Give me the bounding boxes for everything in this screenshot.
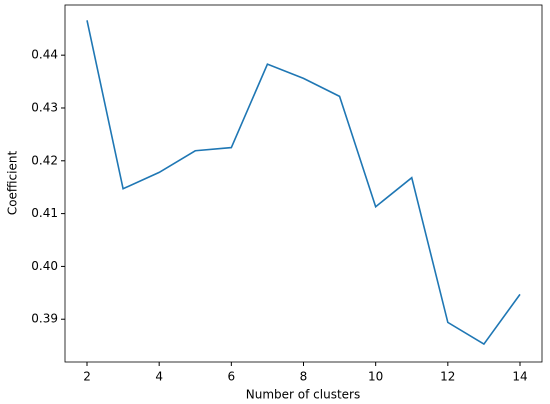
x-tick-label: 14 xyxy=(512,370,527,384)
x-tick-label: 10 xyxy=(368,370,383,384)
x-tick-label: 12 xyxy=(440,370,455,384)
y-tick-label: 0.40 xyxy=(31,259,58,273)
x-axis-label: Number of clusters xyxy=(246,388,360,402)
x-tick-label: 4 xyxy=(155,370,163,384)
y-tick-label: 0.41 xyxy=(31,206,58,220)
x-tick-label: 6 xyxy=(228,370,236,384)
x-tick-label: 2 xyxy=(83,370,91,384)
y-axis-label: Coefficient xyxy=(6,151,20,216)
y-tick-label: 0.43 xyxy=(31,100,58,114)
x-tick-label: 8 xyxy=(300,370,308,384)
y-tick-label: 0.44 xyxy=(31,48,58,62)
y-tick-label: 0.42 xyxy=(31,153,58,167)
axes-frame xyxy=(64,4,543,363)
line xyxy=(86,20,521,346)
y-tick-label: 0.39 xyxy=(31,312,58,326)
